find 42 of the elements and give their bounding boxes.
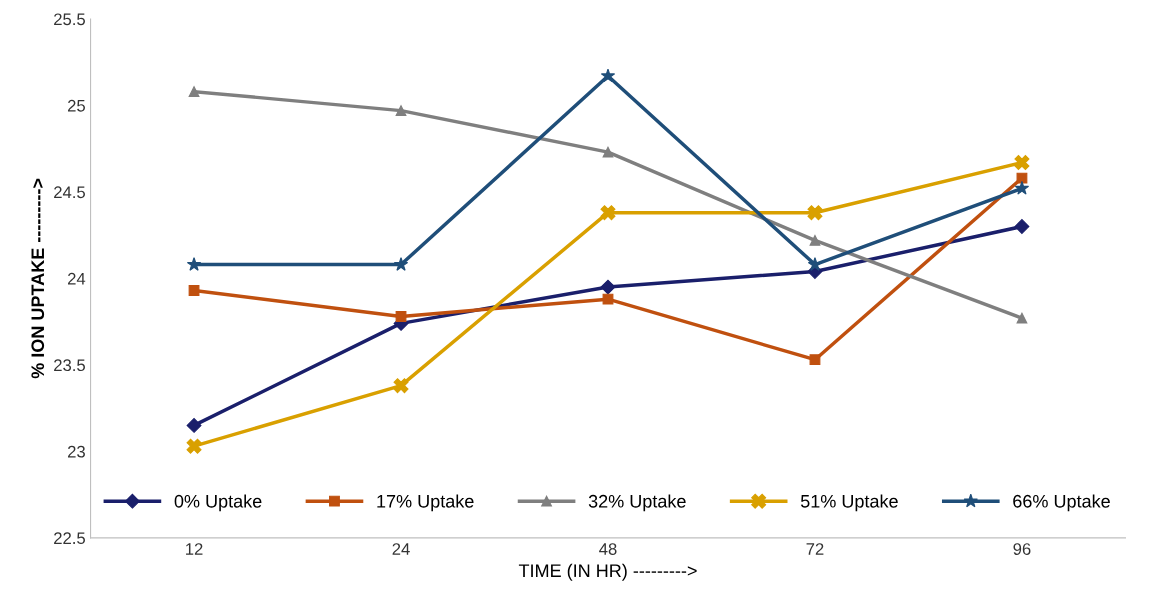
- x-tick-label: 72: [806, 543, 824, 555]
- point: [395, 105, 407, 117]
- y-tick-label: 24: [67, 272, 86, 285]
- point: [807, 205, 823, 221]
- point: [807, 257, 823, 271]
- point: [602, 293, 614, 305]
- point: [600, 205, 616, 221]
- x-tick-label: 12: [186, 543, 203, 555]
- y-tick-label: 23: [67, 445, 85, 458]
- point: [1016, 312, 1028, 324]
- legend-label: 66% Uptake: [1013, 494, 1110, 512]
- point: [395, 311, 407, 322]
- point: [809, 234, 821, 246]
- point: [393, 378, 409, 394]
- point: [188, 86, 200, 98]
- point: [186, 438, 202, 454]
- y-tick-label: 23.5: [54, 359, 85, 372]
- legend-label: 17% Uptake: [377, 494, 474, 512]
- point: [809, 354, 821, 366]
- y-tick-label: 24.5: [54, 186, 85, 199]
- x-tick-label: 48: [599, 543, 617, 555]
- point: [186, 257, 202, 271]
- y-tick-label: 25.5: [54, 13, 85, 26]
- point: [600, 68, 616, 83]
- x-axis-title: TIME (IN HR) --------->: [518, 563, 697, 581]
- point: [1014, 180, 1030, 195]
- point: [602, 146, 614, 158]
- legend-label: 51% Uptake: [800, 494, 898, 512]
- y-tick-label: 25: [67, 99, 85, 112]
- point: [188, 285, 200, 296]
- point: [1016, 172, 1028, 184]
- y-axis-title: % ION UPTAKE --------->: [31, 178, 45, 379]
- point: [186, 417, 202, 433]
- point: [600, 279, 616, 295]
- point: [1014, 219, 1030, 234]
- point: [393, 257, 409, 271]
- y-tick-label: 22.5: [54, 532, 85, 545]
- legend-label: 32% Uptake: [588, 494, 686, 512]
- x-tick-label: 24: [392, 543, 410, 555]
- legend-label: 0% Uptake: [174, 494, 262, 512]
- point: [1014, 155, 1030, 171]
- x-tick-label: 96: [1013, 543, 1031, 555]
